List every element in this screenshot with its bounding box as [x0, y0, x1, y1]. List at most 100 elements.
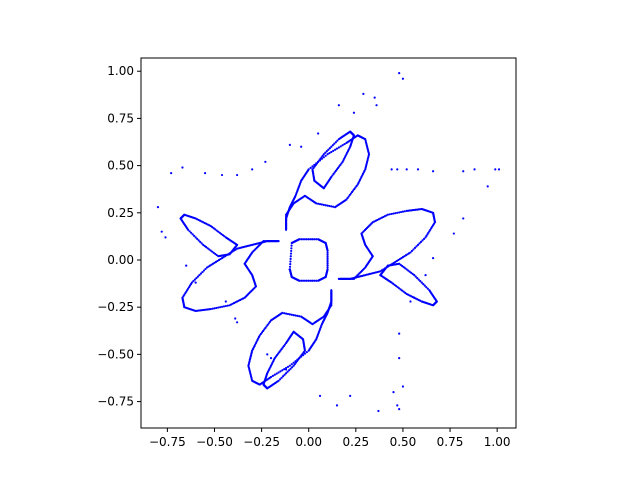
data-point [285, 366, 288, 370]
y-tick-label: 0.25 [107, 206, 134, 220]
data-point [291, 366, 294, 369]
data-point [206, 247, 209, 250]
data-point [298, 315, 301, 318]
data-point [204, 267, 207, 271]
data-point [326, 249, 329, 252]
data-point [321, 186, 324, 189]
data-point [326, 260, 329, 263]
data-point [413, 296, 416, 299]
data-point [215, 306, 218, 310]
data-point [220, 305, 224, 308]
data-point [198, 273, 201, 277]
data-point [396, 168, 399, 171]
data-point [292, 364, 295, 367]
data-point [193, 234, 196, 237]
data-point [401, 289, 404, 292]
y-tick-label: 0.00 [107, 253, 134, 267]
data-point [410, 249, 414, 253]
data-point [335, 168, 339, 171]
data-point [398, 357, 401, 360]
data-point [266, 353, 269, 356]
data-point [236, 173, 239, 177]
x-tick-label: −0.50 [196, 435, 233, 449]
data-point [301, 279, 305, 282]
data-point [350, 190, 354, 194]
data-point [156, 206, 160, 209]
y-tick-label: −0.75 [97, 395, 134, 409]
data-point [181, 166, 184, 169]
x-tick-label: 0.75 [437, 435, 464, 449]
data-point [410, 271, 413, 274]
data-point [297, 358, 300, 361]
y-tick-label: 1.00 [107, 64, 134, 78]
data-point [283, 312, 286, 315]
data-point [332, 172, 335, 176]
x-tick-label: 0.00 [295, 435, 322, 449]
data-point [341, 144, 344, 147]
data-point [419, 240, 423, 243]
data-point [375, 104, 378, 107]
data-point [379, 273, 383, 276]
data-point [313, 165, 316, 168]
data-point [321, 154, 324, 157]
data-point [187, 228, 190, 231]
data-point [377, 409, 380, 413]
data-point [332, 205, 335, 208]
data-point [276, 240, 279, 243]
data-point [289, 252, 293, 255]
data-point [349, 394, 352, 398]
data-point [214, 252, 217, 256]
data-point [192, 280, 195, 283]
data-point [283, 343, 287, 346]
data-point [312, 166, 315, 169]
data-point [264, 160, 267, 163]
data-point [267, 322, 270, 325]
data-point [331, 144, 334, 147]
data-point [326, 257, 329, 260]
data-point [362, 92, 365, 95]
data-point [352, 189, 355, 192]
data-point [279, 370, 282, 373]
data-point [236, 321, 239, 324]
data-point [305, 351, 308, 354]
data-point [278, 378, 282, 381]
data-point [212, 251, 215, 254]
data-point [424, 236, 427, 239]
data-point [211, 226, 214, 229]
y-tick-label: 0.75 [107, 111, 134, 125]
data-point [290, 249, 293, 253]
data-point [268, 320, 271, 324]
data-point [281, 375, 285, 378]
data-point [411, 272, 414, 276]
data-point [285, 372, 288, 375]
data-point [416, 277, 419, 280]
data-point [251, 168, 254, 171]
data-point [398, 211, 401, 214]
data-point [305, 279, 308, 282]
data-point [330, 290, 333, 293]
data-point [347, 195, 350, 198]
data-point [303, 238, 307, 241]
data-point [315, 202, 318, 205]
data-point [404, 267, 407, 270]
data-point [211, 250, 214, 253]
data-point [273, 373, 276, 376]
data-point [314, 163, 317, 166]
data-point [373, 96, 376, 99]
data-point [319, 157, 322, 160]
data-point [340, 162, 343, 165]
data-point [228, 304, 231, 307]
data-point [288, 265, 292, 268]
data-point [293, 363, 296, 366]
data-point [296, 314, 299, 317]
data-point [300, 145, 303, 148]
data-point [191, 233, 194, 236]
data-points [156, 72, 501, 413]
data-point [301, 352, 304, 355]
data-point [289, 255, 292, 258]
data-point [264, 326, 267, 330]
data-point [398, 332, 401, 335]
data-point [408, 270, 411, 273]
data-point [313, 238, 316, 241]
